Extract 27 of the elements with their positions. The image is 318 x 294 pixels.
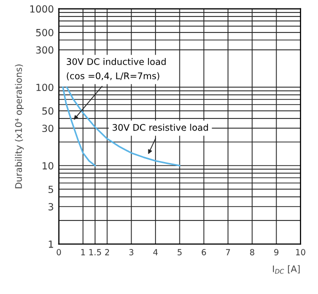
x-axis-title: I$_{DC}$ [A] [272,265,300,274]
y-axis-title: Durability (x10⁴ operations) [14,64,24,188]
y-tick-label: 1000 [30,5,54,13]
y-tick-label: 3 [48,203,54,210]
y-tick-label: 50 [42,107,54,115]
y-tick-label: 30 [42,124,54,132]
x-tick-label: 9 [274,249,278,256]
x-tick-label: 10 [296,249,306,256]
x-tick-label: 5 [178,249,182,256]
annotation: 30V DC inductive load (cos =0,4, L/R=7ms) [66,58,166,80]
x-tick-label: 2 [105,249,109,256]
y-tick-label: 100 [36,84,54,92]
line-series [62,86,96,166]
x-tick-label: 7 [226,249,230,256]
y-tick-label: 500 [36,28,54,36]
annotation: 30V DC resistive load [112,124,208,131]
x-tick-label: 1 [81,249,85,256]
x-tick-label: 0 [56,249,61,256]
y-tick-label: 5 [48,186,54,194]
x-tick-label: 1.5 [89,249,101,256]
y-tick-label: 1 [48,240,54,248]
y-tick-label: 10 [42,162,54,170]
x-tick-label: 6 [202,249,206,256]
x-tick-label: 3 [129,249,134,256]
x-tick-label: 8 [250,249,254,256]
x-tick-label: 4 [153,249,158,256]
y-tick-label: 300 [36,46,54,54]
